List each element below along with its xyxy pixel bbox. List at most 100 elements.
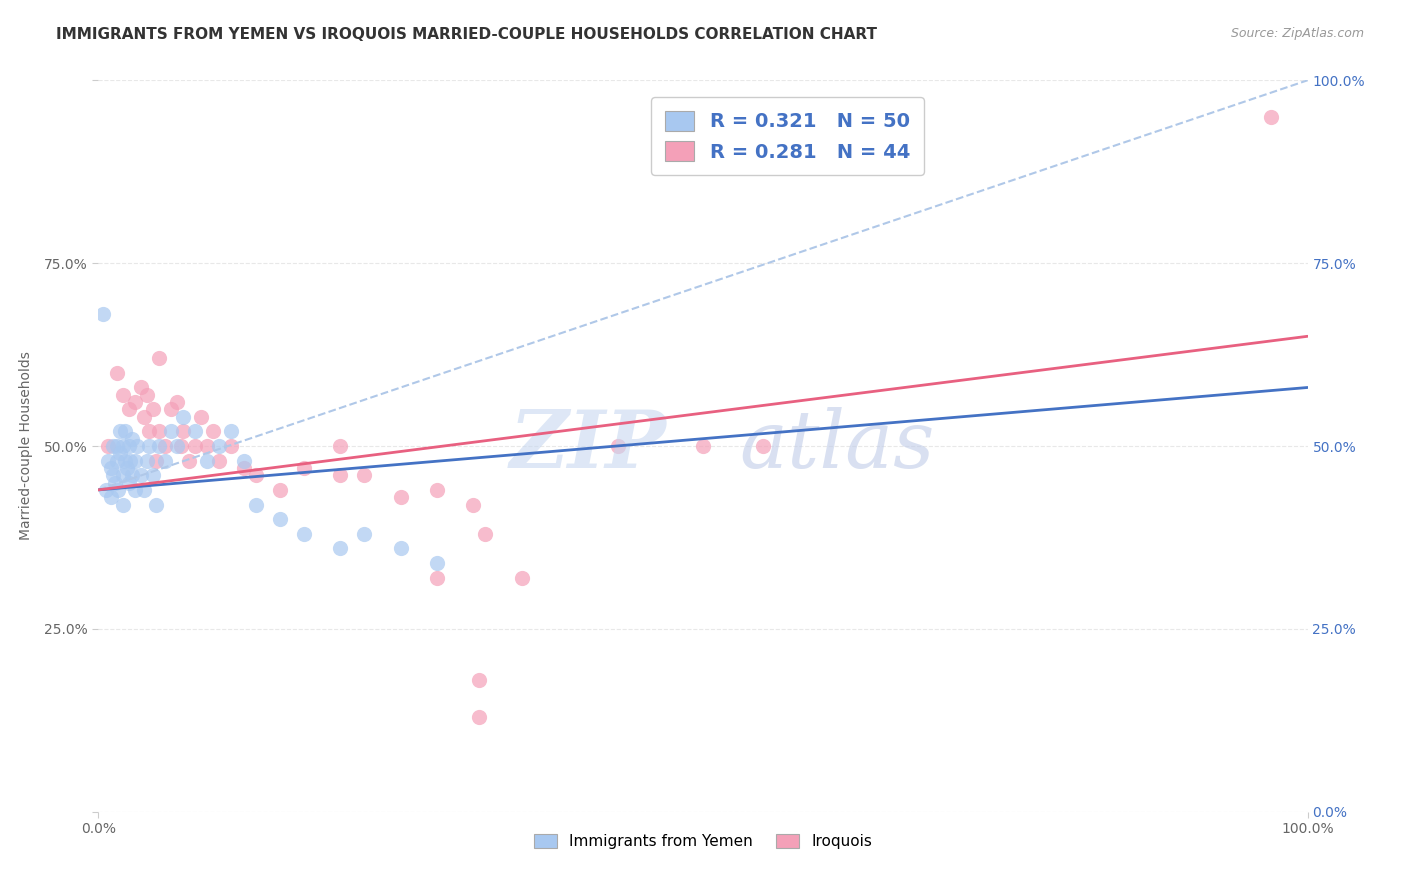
- Text: Source: ZipAtlas.com: Source: ZipAtlas.com: [1230, 27, 1364, 40]
- Point: [111, 439, 134, 453]
- Point: [179, 453, 201, 467]
- Point: [104, 475, 127, 490]
- Point: [329, 468, 352, 483]
- Point: [190, 409, 212, 424]
- Point: [91, 307, 114, 321]
- Point: [111, 388, 134, 402]
- Point: [124, 453, 146, 467]
- Point: [134, 409, 156, 424]
- Point: [153, 439, 176, 453]
- Point: [232, 461, 254, 475]
- Point: [195, 439, 218, 453]
- Point: [463, 498, 485, 512]
- Point: [100, 461, 122, 475]
- Point: [101, 439, 124, 453]
- Point: [111, 468, 134, 483]
- Point: [97, 453, 120, 467]
- Point: [389, 541, 412, 556]
- Point: [138, 439, 160, 453]
- Text: IMMIGRANTS FROM YEMEN VS IROQUOIS MARRIED-COUPLE HOUSEHOLDS CORRELATION CHART: IMMIGRANTS FROM YEMEN VS IROQUOIS MARRIE…: [56, 27, 877, 42]
- Point: [426, 483, 449, 497]
- Point: [172, 425, 194, 439]
- Point: [195, 453, 218, 467]
- Point: [121, 432, 143, 446]
- Point: [118, 453, 141, 467]
- Point: [221, 439, 243, 453]
- Point: [117, 461, 139, 475]
- Point: [160, 402, 183, 417]
- Point: [129, 380, 152, 394]
- Point: [135, 453, 157, 467]
- Point: [353, 526, 375, 541]
- Point: [221, 425, 243, 439]
- Point: [111, 498, 134, 512]
- Point: [245, 468, 267, 483]
- Point: [142, 468, 165, 483]
- Point: [426, 571, 449, 585]
- Point: [292, 526, 315, 541]
- Point: [607, 439, 630, 453]
- Point: [118, 402, 141, 417]
- Point: [129, 468, 152, 483]
- Point: [426, 556, 449, 570]
- Point: [468, 709, 491, 723]
- Point: [245, 498, 267, 512]
- Point: [389, 490, 412, 504]
- Point: [172, 409, 194, 424]
- Point: [105, 439, 128, 453]
- Point: [232, 453, 254, 467]
- Point: [269, 483, 291, 497]
- Point: [101, 468, 124, 483]
- Point: [153, 453, 176, 467]
- Point: [105, 366, 128, 380]
- Point: [752, 439, 775, 453]
- Point: [94, 483, 117, 497]
- Text: atlas: atlas: [740, 408, 935, 484]
- Point: [107, 483, 129, 497]
- Point: [124, 483, 146, 497]
- Point: [114, 453, 136, 467]
- Point: [105, 453, 128, 467]
- Point: [329, 541, 352, 556]
- Point: [114, 425, 136, 439]
- Point: [108, 446, 131, 460]
- Point: [202, 425, 225, 439]
- Point: [184, 439, 207, 453]
- Point: [118, 439, 141, 453]
- Point: [510, 571, 533, 585]
- Point: [97, 439, 120, 453]
- Point: [148, 351, 170, 366]
- Point: [208, 453, 231, 467]
- Y-axis label: Married-couple Households: Married-couple Households: [20, 351, 34, 541]
- Point: [148, 425, 170, 439]
- Point: [166, 395, 188, 409]
- Point: [100, 490, 122, 504]
- Point: [169, 439, 191, 453]
- Point: [124, 395, 146, 409]
- Point: [148, 439, 170, 453]
- Point: [145, 453, 167, 467]
- Point: [353, 468, 375, 483]
- Point: [269, 512, 291, 526]
- Legend: Immigrants from Yemen, Iroquois: Immigrants from Yemen, Iroquois: [529, 828, 877, 855]
- Point: [160, 425, 183, 439]
- Point: [184, 425, 207, 439]
- Point: [142, 402, 165, 417]
- Point: [1260, 110, 1282, 124]
- Point: [474, 526, 496, 541]
- Point: [127, 439, 149, 453]
- Point: [692, 439, 714, 453]
- Point: [208, 439, 231, 453]
- Point: [145, 498, 167, 512]
- Text: ZIP: ZIP: [510, 408, 666, 484]
- Point: [121, 468, 143, 483]
- Point: [108, 425, 131, 439]
- Point: [329, 439, 352, 453]
- Point: [134, 483, 156, 497]
- Point: [292, 461, 315, 475]
- Point: [468, 673, 491, 687]
- Point: [166, 439, 188, 453]
- Point: [118, 475, 141, 490]
- Point: [135, 388, 157, 402]
- Point: [138, 425, 160, 439]
